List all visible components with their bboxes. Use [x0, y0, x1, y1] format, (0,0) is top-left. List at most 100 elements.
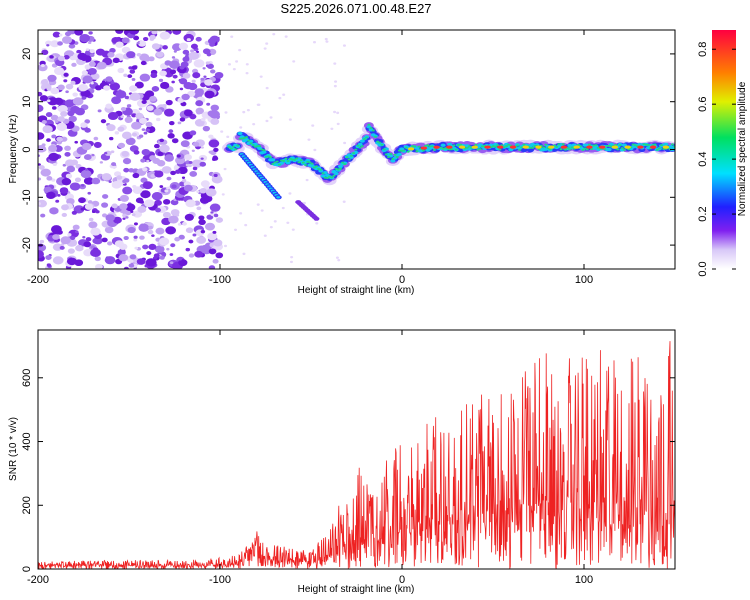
- noise-blob: [187, 82, 198, 91]
- ridge-cell: [286, 159, 290, 162]
- ridge-cell: [618, 144, 622, 147]
- ridge-cell: [415, 150, 419, 153]
- ridge-cell: [321, 172, 325, 175]
- noise-blob: [100, 119, 107, 124]
- ridge-cell: [563, 148, 567, 151]
- noise-blob: [39, 239, 45, 244]
- noise-blob: [177, 121, 182, 125]
- noise-blob: [230, 35, 234, 38]
- ridge-cell: [402, 149, 406, 152]
- noise-blob: [84, 119, 91, 124]
- ridge-cell: [320, 174, 326, 178]
- noise-blob: [138, 223, 150, 232]
- ridge-peak: [433, 145, 440, 149]
- noise-blob: [65, 173, 73, 179]
- ridge-peak: [611, 145, 619, 149]
- noise-blob: [343, 141, 347, 145]
- y-tick-label: 0: [21, 146, 33, 152]
- noise-blob: [101, 173, 112, 181]
- colorbar-tick-label: 0.0: [697, 261, 709, 276]
- noise-blob: [209, 110, 220, 119]
- noise-blob: [90, 227, 101, 236]
- noise-blob: [269, 116, 273, 119]
- noise-blob: [140, 190, 151, 199]
- noise-blob: [125, 137, 136, 146]
- noise-blob: [47, 74, 57, 82]
- noise-blob: [140, 158, 146, 163]
- noise-blob: [201, 244, 209, 251]
- noise-blob: [147, 229, 154, 235]
- noise-blob: [68, 115, 77, 123]
- noise-blob: [129, 85, 138, 92]
- noise-blob: [263, 234, 267, 237]
- ridge-cell: [585, 148, 589, 151]
- ridge-cell: [559, 148, 563, 151]
- noise-blob: [144, 90, 155, 98]
- ridge-cell: [293, 158, 297, 161]
- noise-blob: [324, 37, 328, 41]
- noise-blob: [38, 63, 48, 72]
- noise-blob: [223, 167, 227, 171]
- noise-blob: [134, 246, 139, 250]
- noise-blob: [62, 163, 67, 167]
- ridge-cell: [528, 146, 532, 149]
- noise-blob: [133, 35, 140, 41]
- ridge-peak: [662, 145, 670, 149]
- colorbar-tick-label: 0.4: [697, 151, 709, 166]
- noise-blob: [177, 257, 183, 261]
- ridge-cell: [343, 163, 347, 166]
- noise-blob: [200, 180, 210, 188]
- noise-blob: [120, 107, 127, 112]
- noise-blob: [151, 191, 163, 201]
- noise-blob: [148, 225, 154, 230]
- noise-blob: [117, 126, 125, 132]
- noise-blob: [265, 42, 269, 45]
- noise-blob: [133, 222, 138, 226]
- noise-blob: [123, 73, 128, 77]
- ridge-cell: [627, 148, 631, 151]
- ridge-cell: [622, 148, 626, 151]
- noise-blob: [171, 80, 175, 84]
- noise-blob: [235, 60, 239, 63]
- noise-blob: [111, 162, 117, 167]
- noise-blob: [143, 131, 148, 135]
- ridge-cell: [655, 148, 659, 151]
- noise-blob: [121, 150, 130, 157]
- noise-blob: [171, 56, 176, 59]
- noise-blob: [183, 109, 193, 117]
- noise-blob: [75, 107, 86, 116]
- noise-blob: [50, 40, 60, 48]
- noise-blob: [50, 225, 62, 234]
- noise-blob: [64, 145, 71, 151]
- noise-blob: [259, 75, 263, 78]
- noise-blob: [129, 69, 136, 74]
- noise-blob: [119, 194, 129, 202]
- noise-blob: [41, 120, 47, 124]
- noise-blob: [210, 211, 214, 214]
- noise-blob: [130, 210, 134, 213]
- noise-blob: [90, 248, 101, 258]
- ridge-cell: [359, 139, 365, 143]
- noise-blob: [200, 117, 206, 122]
- noise-blob: [123, 266, 129, 269]
- noise-blob: [200, 77, 205, 81]
- noise-blob: [83, 154, 92, 161]
- ridge-cell: [349, 154, 353, 157]
- noise-blob: [131, 78, 136, 81]
- noise-blob: [200, 146, 204, 149]
- noise-blob: [239, 126, 243, 129]
- noise-blob: [142, 244, 149, 250]
- ridge-cell: [465, 146, 469, 149]
- noise-blob: [185, 199, 196, 208]
- noise-blob: [141, 128, 146, 131]
- noise-blob: [232, 67, 236, 71]
- noise-blob: [66, 257, 77, 266]
- noise-blob: [176, 154, 181, 158]
- noise-blob: [336, 122, 340, 126]
- noise-blob: [189, 170, 198, 177]
- ridge-cell: [607, 144, 611, 147]
- noise-blob: [244, 223, 248, 227]
- noise-blob: [38, 201, 41, 206]
